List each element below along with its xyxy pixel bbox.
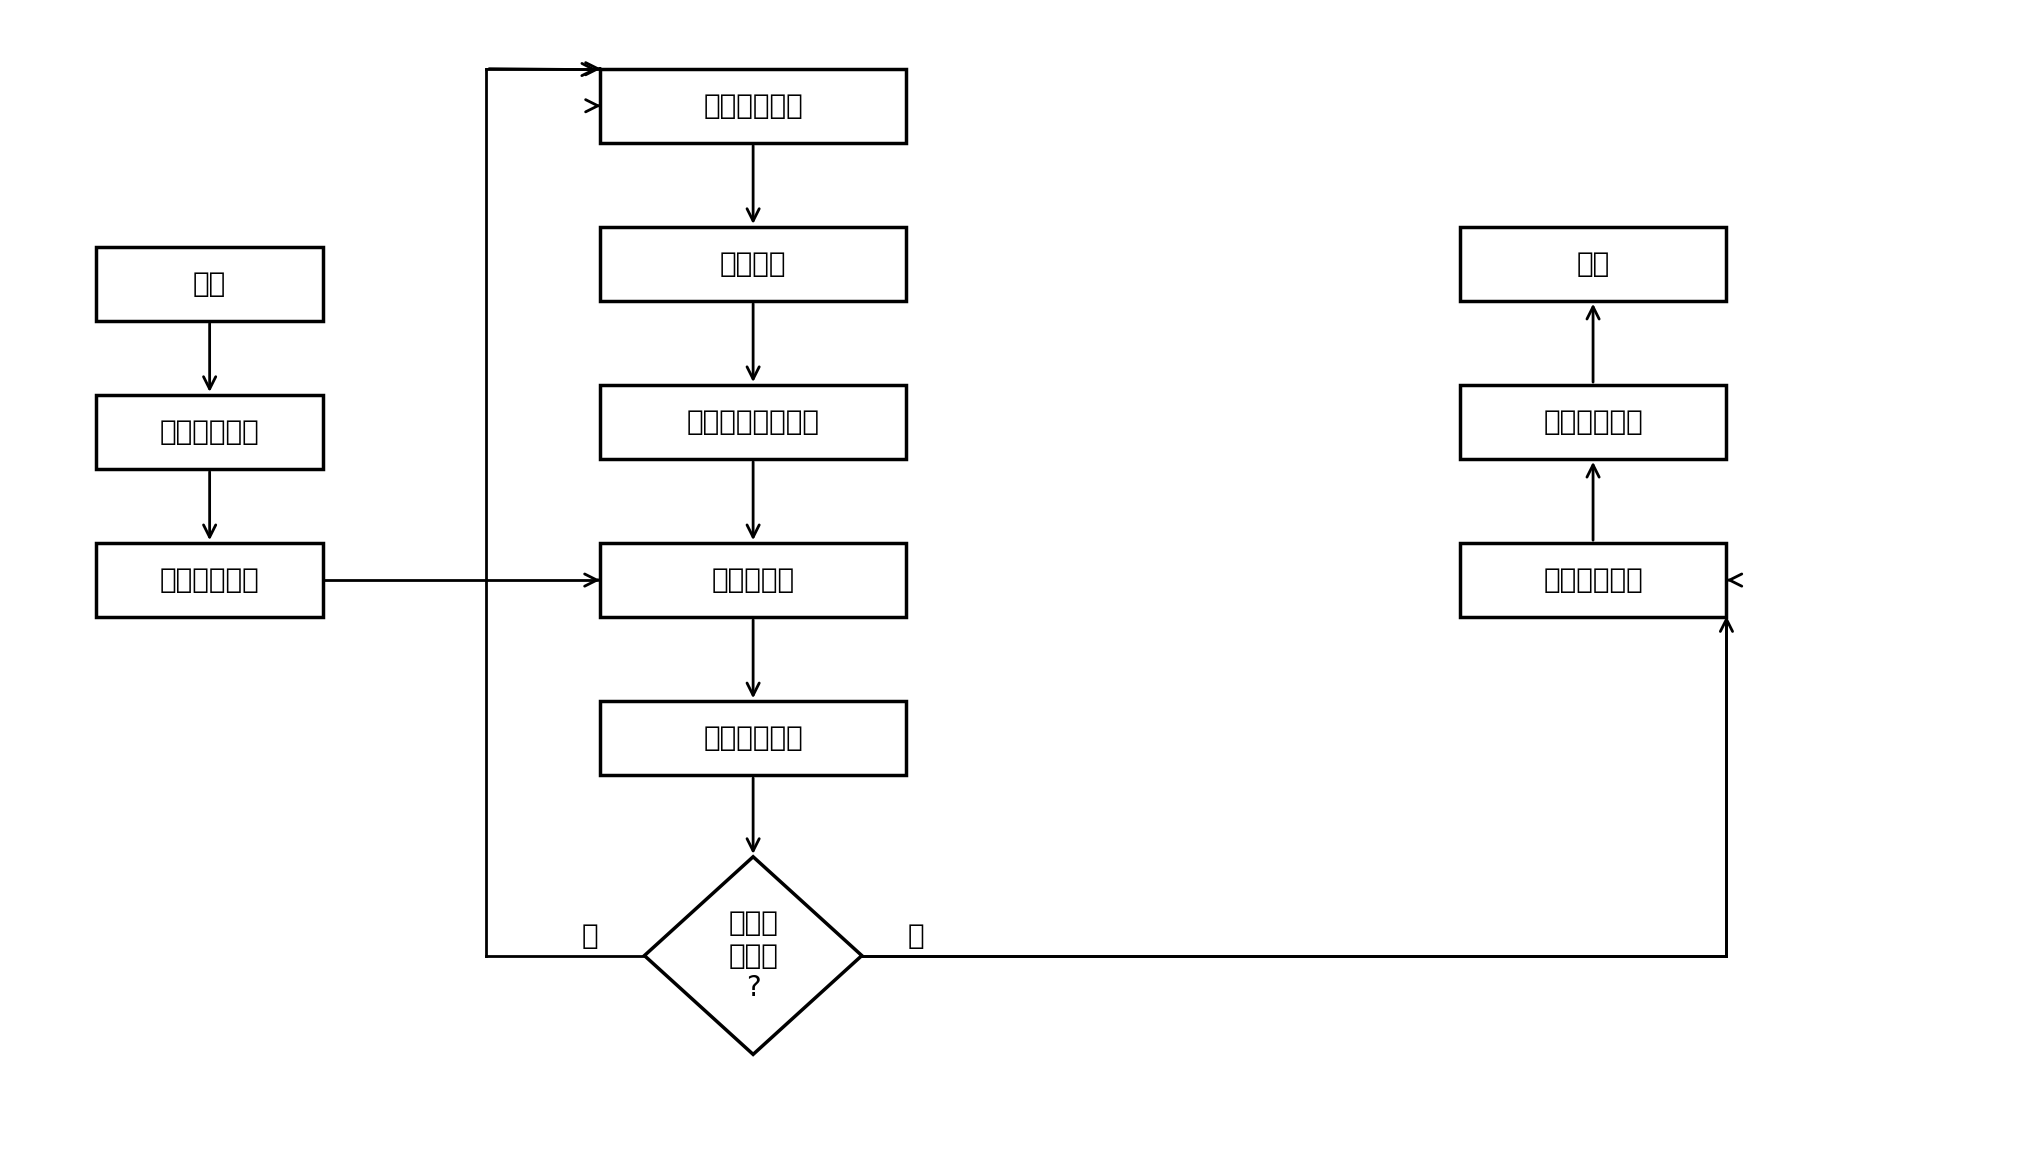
Text: 发送读取反馈指令: 发送读取反馈指令 xyxy=(687,408,819,436)
Text: 建立通信连接: 建立通信连接 xyxy=(160,418,259,446)
Text: 数据解封装: 数据解封装 xyxy=(711,567,795,594)
Bar xyxy=(600,385,906,459)
Bar xyxy=(95,246,322,320)
Bar xyxy=(600,701,906,775)
Text: 开始: 开始 xyxy=(193,270,227,298)
Text: 是否结
束测量
?: 是否结 束测量 ? xyxy=(728,909,778,1002)
Text: 关闭通信连接: 关闭通信连接 xyxy=(1543,408,1644,436)
Text: 发送读取指令: 发送读取指令 xyxy=(703,91,803,120)
Text: 关闭测量开关: 关闭测量开关 xyxy=(1543,567,1644,594)
Text: 启动测量开关: 启动测量开关 xyxy=(160,567,259,594)
Bar xyxy=(1459,385,1727,459)
Bar xyxy=(95,395,322,469)
Bar xyxy=(600,226,906,301)
Text: 否: 否 xyxy=(582,922,598,950)
Bar xyxy=(600,543,906,617)
Bar xyxy=(1459,543,1727,617)
Text: 进行数据存储: 进行数据存储 xyxy=(703,724,803,752)
Bar xyxy=(1459,226,1727,301)
Text: 是: 是 xyxy=(908,922,924,950)
Bar xyxy=(95,543,322,617)
Polygon shape xyxy=(645,856,861,1055)
Text: 数据封装: 数据封装 xyxy=(720,250,786,278)
Text: 结束: 结束 xyxy=(1577,250,1609,278)
Bar xyxy=(600,69,906,143)
